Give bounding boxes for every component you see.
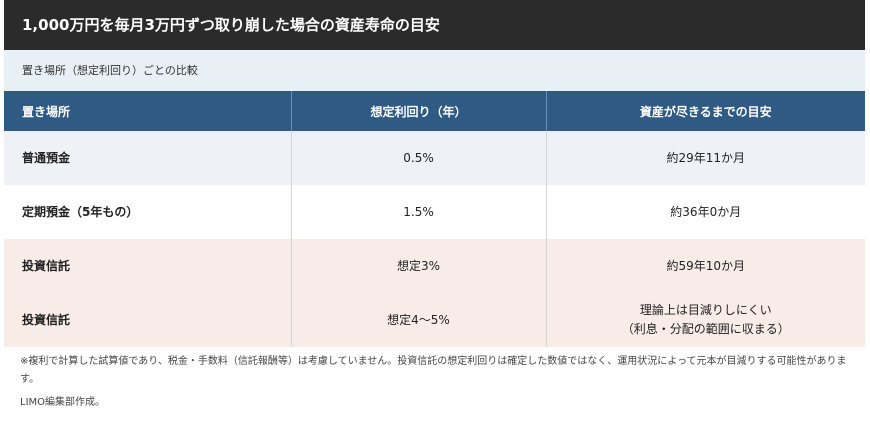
table-row: 普通預金 0.5% 約29年11か月 bbox=[4, 131, 865, 185]
header-rate: 想定利回り（年） bbox=[290, 91, 546, 131]
page-title: 1,000万円を毎月3万円ずつ取り崩した場合の資産寿命の目安 bbox=[22, 16, 440, 34]
cell-rate: 想定4〜5% bbox=[290, 293, 546, 347]
header-place: 置き場所 bbox=[4, 91, 291, 131]
cell-lifespan: 理論上は目減りしにくい （利息・分配の範囲に収まる） bbox=[545, 293, 865, 347]
cell-rate: 想定3% bbox=[290, 239, 546, 293]
cell-lifespan-line2: （利息・分配の範囲に収まる） bbox=[621, 322, 790, 336]
cell-lifespan-line1: 理論上は目減りしにくい bbox=[639, 303, 772, 317]
table-header-row: 置き場所 想定利回り（年） 資産が尽きるまでの目安 bbox=[4, 91, 865, 131]
cell-place: 投資信託 bbox=[4, 293, 291, 347]
comparison-table: 置き場所 想定利回り（年） 資産が尽きるまでの目安 普通預金 0.5% 約29年… bbox=[4, 91, 865, 347]
comparison-infographic: 1,000万円を毎月3万円ずつ取り崩した場合の資産寿命の目安 置き場所（想定利回… bbox=[4, 0, 865, 408]
subtitle-bar: 置き場所（想定利回り）ごとの比較 bbox=[4, 50, 865, 91]
source-credit: LIMO編集部作成。 bbox=[20, 397, 106, 408]
cell-place: 普通預金 bbox=[4, 131, 291, 185]
cell-place: 定期預金（5年もの） bbox=[4, 185, 291, 239]
table-row: 投資信託 想定4〜5% 理論上は目減りしにくい （利息・分配の範囲に収まる） bbox=[4, 293, 865, 347]
subtitle: 置き場所（想定利回り）ごとの比較 bbox=[22, 64, 198, 77]
table-row: 投資信託 想定3% 約59年10か月 bbox=[4, 239, 865, 293]
cell-lifespan: 約29年11か月 bbox=[545, 131, 865, 185]
header-lifespan: 資産が尽きるまでの目安 bbox=[545, 91, 865, 131]
cell-place: 投資信託 bbox=[4, 239, 291, 293]
cell-rate: 1.5% bbox=[290, 185, 546, 239]
cell-lifespan: 約36年0か月 bbox=[545, 185, 865, 239]
cell-lifespan: 約59年10か月 bbox=[545, 239, 865, 293]
footnote: ※複利で計算した試算値であり、税金・手数料（信託報酬等）は考慮していません。投資… bbox=[20, 356, 847, 385]
cell-rate: 0.5% bbox=[290, 131, 546, 185]
table-row: 定期預金（5年もの） 1.5% 約36年0か月 bbox=[4, 185, 865, 239]
title-bar: 1,000万円を毎月3万円ずつ取り崩した場合の資産寿命の目安 bbox=[4, 0, 865, 50]
